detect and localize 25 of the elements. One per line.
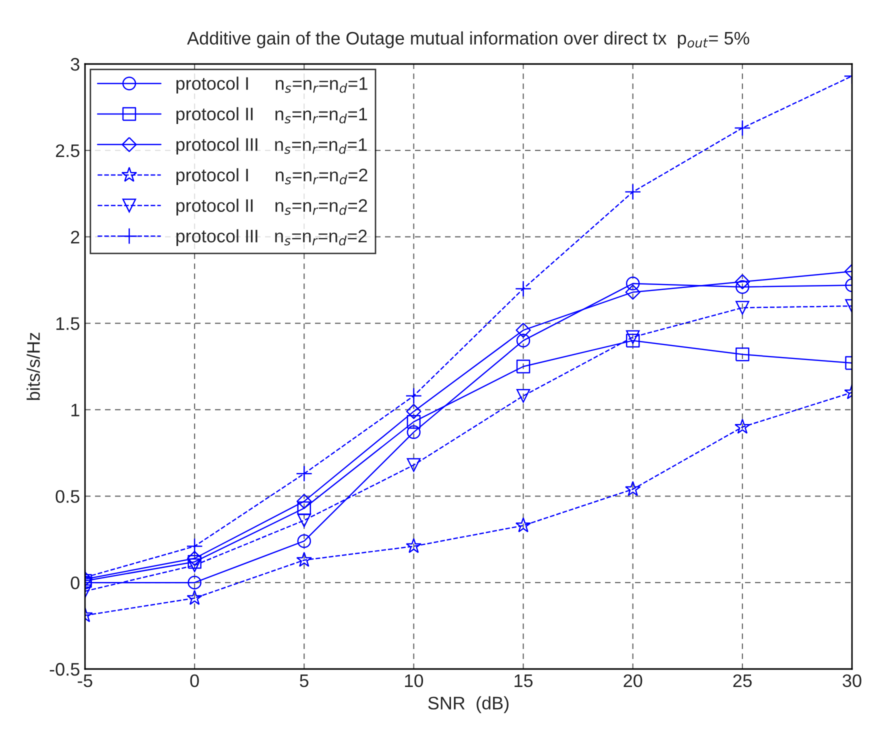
chart-title: Additive gain of the Outage mutual information over direct tx p$_{out}$= 5%	[187, 31, 750, 48]
y-tick-label: 1	[71, 404, 80, 416]
legend-label: protocol II n$_{s}$=n$_{r}$=n$_{d}$=1	[176, 107, 368, 124]
x-tick-label: 15	[514, 674, 533, 688]
x-tick-label: 5	[300, 674, 308, 688]
x-tick-label: 10	[405, 674, 424, 688]
x-tick-label: 25	[733, 674, 752, 688]
y-tick-label: 3	[70, 58, 80, 71]
y-tick-label: 0.5	[56, 490, 80, 503]
y-tick-label: 2.5	[56, 144, 80, 158]
y-axis-title: bits/s/Hz	[26, 332, 40, 400]
x-tick-label: -5	[78, 674, 92, 688]
legend-label: protocol II n$_{s}$=n$_{r}$=n$_{d}$=2	[176, 198, 368, 216]
legend-label: protocol III n$_{s}$=n$_{r}$=n$_{d}$=2	[176, 229, 367, 246]
legend-label: protocol III n$_{s}$=n$_{r}$=n$_{d}$=1	[176, 138, 367, 154]
legend-label: protocol I n$_{s}$=n$_{r}$=n$_{d}$=2	[176, 168, 368, 186]
x-tick-label: 0	[190, 674, 199, 688]
y-tick-label: 0	[70, 576, 80, 590]
x-axis-title: SNR (dB)	[428, 696, 509, 714]
x-tick-label: 20	[624, 674, 642, 688]
y-tick-label: 1.5	[56, 317, 80, 330]
y-tick-label: 2	[71, 230, 80, 244]
y-tick-label: -0.5	[50, 662, 80, 676]
x-tick-label: 30	[842, 674, 862, 688]
legend-label: protocol I n$_{s}$=n$_{r}$=n$_{d}$=1	[176, 76, 368, 94]
